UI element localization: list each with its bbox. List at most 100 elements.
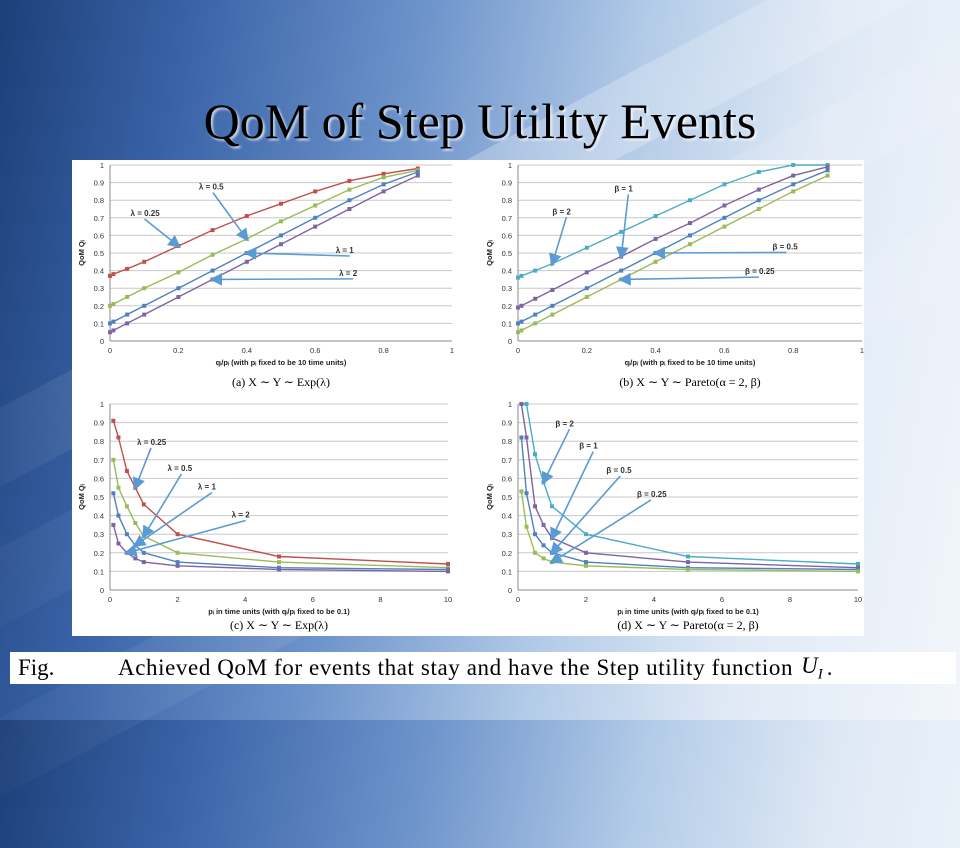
- y-tick-label: 0.1: [94, 567, 104, 576]
- annotation-label: λ = 1: [336, 246, 355, 255]
- annotation-label: β = 0.25: [637, 490, 667, 499]
- data-point: [541, 522, 546, 527]
- data-point: [124, 504, 129, 509]
- y-tick-label: 0.7: [94, 456, 104, 465]
- data-point: [210, 252, 215, 257]
- data-point: [756, 207, 761, 211]
- annotation-label: β = 1: [614, 184, 633, 193]
- y-tick-label: 0.3: [502, 284, 512, 293]
- y-tick-label: 0.3: [94, 530, 104, 539]
- x-tick-label: 1: [860, 346, 864, 355]
- data-point: [141, 502, 146, 507]
- data-point: [825, 168, 830, 173]
- data-point: [722, 182, 727, 187]
- data-point: [175, 560, 180, 565]
- data-point: [550, 303, 555, 308]
- data-point: [133, 556, 138, 561]
- series-line-0: [521, 403, 859, 565]
- data-point: [653, 236, 658, 241]
- y-tick-label: 0.6: [94, 231, 104, 240]
- y-tick-label: 0.3: [94, 284, 104, 293]
- data-point: [516, 305, 520, 310]
- y-tick-label: 0.2: [94, 549, 104, 558]
- data-point: [175, 563, 180, 568]
- data-point: [415, 173, 420, 178]
- data-point: [524, 435, 529, 440]
- data-point: [111, 491, 116, 496]
- data-point: [688, 198, 692, 203]
- x-tick-label: 6: [720, 595, 724, 604]
- data-point: [111, 418, 116, 423]
- x-axis-title: qᵢ/pᵢ (with pᵢ fixed to be 10 time units…: [625, 358, 756, 367]
- data-point: [541, 543, 546, 548]
- annotation-label: λ = 2: [339, 269, 358, 278]
- data-point: [175, 550, 180, 555]
- data-point: [381, 175, 386, 180]
- annotation-arrow: [549, 499, 652, 564]
- series-line-3: [517, 174, 828, 333]
- annotation-label: β = 2: [555, 419, 574, 428]
- data-point: [791, 182, 796, 187]
- y-tick-label: 0: [100, 586, 104, 595]
- data-point: [124, 532, 129, 537]
- x-tick-label: 4: [243, 595, 247, 604]
- series-line-3: [520, 491, 859, 573]
- data-point: [210, 268, 215, 273]
- chart-b: 0 0.1 0.2 0.3 0.4 0.5 0.6 0.7 0.8 0.9 1 0 0.2 0.4 0.6 0…: [485, 161, 864, 389]
- series-line-0: [109, 167, 418, 277]
- y-tick-label: 0.9: [94, 419, 104, 428]
- annotation-arrow: [144, 218, 181, 248]
- figure-svg: 00.10.20.30.40.50.60.70.80.910 0.2 0.4 0.6 0…: [77, 161, 864, 632]
- x-tick-label: 0.8: [788, 346, 798, 355]
- x-tick-label: 2: [176, 595, 180, 604]
- annotation-label: β = 1: [579, 442, 598, 451]
- y-tick-label: 0.9: [502, 419, 512, 428]
- panel-caption: (a) X ∼ Y ∼ Exp(λ): [232, 375, 330, 389]
- data-point: [108, 321, 112, 326]
- data-point: [141, 550, 146, 555]
- data-point: [519, 435, 524, 440]
- data-point: [533, 268, 538, 273]
- y-tick-label: 1: [100, 161, 104, 170]
- data-point: [176, 270, 181, 275]
- series-line-2: [109, 171, 419, 325]
- data-point: [688, 233, 692, 238]
- data-point: [313, 215, 318, 220]
- data-point: [519, 489, 524, 494]
- annotation-label: λ = 2: [232, 510, 251, 519]
- data-point: [519, 273, 524, 278]
- annotation-arrow: [549, 217, 568, 267]
- data-point: [722, 203, 727, 208]
- annotation-arrow: [615, 194, 630, 260]
- y-tick-label: 0.6: [502, 474, 512, 483]
- data-point: [313, 224, 318, 229]
- data-point: [116, 435, 121, 440]
- x-axis-title: pᵢ in time units (with qᵢ/pᵢ fixed to be…: [208, 607, 350, 616]
- data-point: [111, 457, 116, 462]
- data-point: [111, 319, 116, 324]
- data-point: [347, 198, 352, 203]
- y-tick-label: 0.1: [502, 567, 512, 576]
- data-point: [519, 303, 524, 308]
- data-point: [516, 321, 520, 326]
- annotation-arrow: [142, 473, 183, 539]
- data-point: [584, 270, 589, 275]
- annotation-arrow: [541, 428, 571, 485]
- annotation-arrow: [652, 246, 787, 260]
- y-tick-label: 0: [508, 586, 512, 595]
- data-point: [686, 567, 690, 572]
- data-point: [176, 295, 181, 299]
- data-point: [277, 554, 281, 559]
- x-tick-label: 0.6: [310, 346, 320, 355]
- y-tick-label: 0.8: [502, 437, 512, 446]
- x-tick-label: 4: [652, 595, 656, 604]
- annotation-arrow: [132, 491, 213, 548]
- data-point: [111, 272, 116, 277]
- annotation-arrow: [123, 519, 246, 557]
- data-point: [116, 541, 121, 546]
- x-tick-label: 0.2: [173, 346, 183, 355]
- x-tick-label: 2: [584, 595, 588, 604]
- data-point: [313, 189, 318, 194]
- data-point: [125, 295, 130, 299]
